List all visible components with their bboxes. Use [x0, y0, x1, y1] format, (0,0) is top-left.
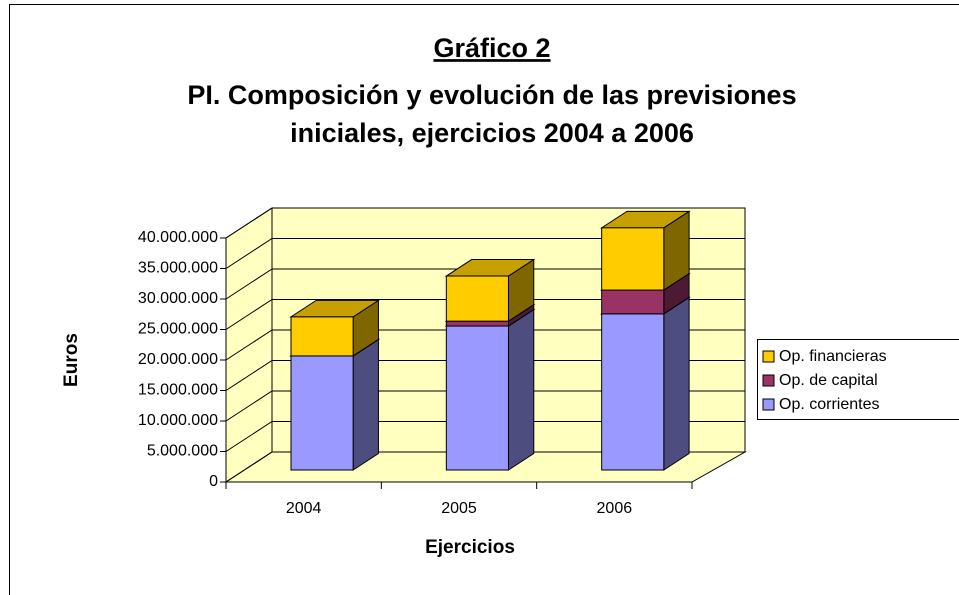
legend-swatch: [762, 398, 775, 411]
grid-line: [225, 207, 745, 239]
chart-subtitle: PI. Composición y evolución de las previ…: [187, 80, 796, 110]
bar-front: [601, 313, 665, 471]
bar: [444, 308, 536, 471]
legend-swatch: [762, 374, 775, 387]
y-tick-label: 30.000.000: [138, 290, 218, 307]
bar: [599, 296, 691, 471]
y-axis-label: Euros: [61, 333, 82, 387]
legend-swatch: [762, 350, 775, 363]
bar-front: [445, 325, 509, 471]
bar: [289, 299, 381, 357]
y-tick-label: 25.000.000: [138, 321, 218, 338]
grid-line: [225, 329, 745, 361]
bar-front: [290, 355, 354, 471]
bar: [444, 258, 536, 323]
x-axis-label: Ejercicios: [425, 537, 515, 558]
chart-title: Gráfico 2: [433, 33, 550, 63]
bar-front: [290, 316, 354, 357]
legend-box: [757, 339, 959, 420]
bar-side: [663, 296, 690, 471]
grid-line: [225, 421, 745, 452]
y-tick-label: 10.000.000: [138, 412, 218, 429]
bar-front: [601, 227, 665, 291]
grid-line: [225, 390, 745, 422]
bar-side: [352, 338, 379, 471]
bar-front: [601, 289, 665, 315]
x-tick-label: 2005: [441, 500, 477, 517]
bar-side: [507, 308, 535, 471]
chart-subtitle: iniciales, ejercicios 2004 a 2006: [290, 118, 694, 148]
x-tick-label: 2006: [597, 500, 633, 517]
bar-front: [445, 320, 509, 327]
grid-line: [225, 299, 745, 330]
y-tick-label: 35.000.000: [138, 260, 218, 277]
grid-line: [225, 451, 745, 483]
y-tick-label: 5.000.000: [147, 443, 218, 460]
grid-line: [225, 360, 745, 391]
y-tick-label: 40.000.000: [138, 229, 218, 246]
legend-label: Op. financieras: [779, 348, 887, 365]
y-tick-label: 15.000.000: [138, 382, 218, 399]
bar: [289, 338, 381, 471]
grid-line: [225, 238, 745, 269]
legend-label: Op. de capital: [779, 372, 878, 389]
y-tick-label: 0: [209, 473, 218, 490]
legend-label: Op. corrientes: [779, 396, 879, 413]
y-tick-label: 20.000.000: [138, 351, 218, 368]
bar-front: [445, 275, 509, 322]
bar: [599, 210, 691, 291]
x-tick-label: 2004: [286, 500, 322, 517]
grid-line: [225, 268, 745, 300]
